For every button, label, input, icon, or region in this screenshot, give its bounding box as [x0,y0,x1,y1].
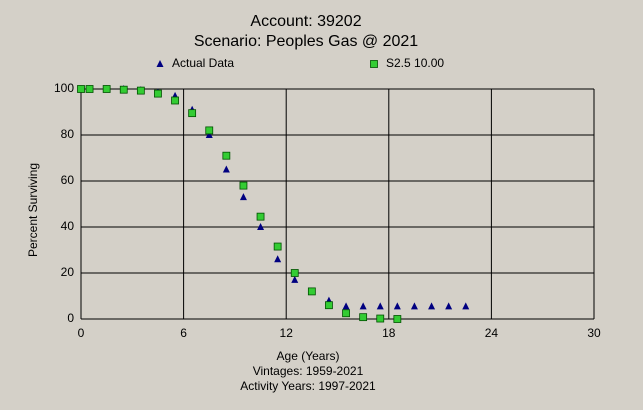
square-marker [325,301,333,310]
y-tick-label: 60 [61,173,75,187]
triangle-marker [239,193,247,201]
y-tick-label: 0 [67,311,74,325]
square-marker [188,109,197,118]
square-marker [154,89,162,98]
triangle-marker [291,275,299,283]
square-marker [256,212,265,221]
square-marker [119,85,128,94]
square-marker [273,242,282,251]
triangle-marker [222,165,230,173]
triangle-marker [428,302,436,310]
footnote: Activity Years: 1997-2021 [240,379,376,393]
legend-marker [370,60,378,68]
triangle-marker [462,302,470,310]
x-tick-label: 0 [78,326,85,340]
legend-label: Actual Data [172,56,234,70]
triangle-marker [257,223,265,230]
y-axis-label: Percent Surviving [26,163,40,257]
y-tick-label: 100 [54,81,74,95]
square-marker [307,287,316,296]
triangle-marker [359,302,367,310]
x-tick-label: 24 [485,326,499,340]
square-marker [205,126,214,135]
square-marker [376,314,385,323]
triangle-marker [445,302,453,310]
x-tick-label: 30 [587,326,601,340]
square-marker [171,96,179,105]
square-marker [290,269,299,277]
legend-marker [156,60,164,67]
y-tick-label: 20 [61,265,75,279]
square-marker [222,151,231,160]
square-marker [85,85,94,93]
x-tick-label: 12 [280,326,294,340]
square-marker [239,181,248,190]
square-marker [136,86,145,95]
chart-title: Account: 39202 [250,13,361,30]
chart-subtitle: Scenario: Peoples Gas @ 2021 [194,33,418,50]
triangle-marker [393,302,401,310]
y-tick-label: 40 [61,219,75,233]
square-marker [77,85,85,93]
triangle-marker [274,255,282,263]
triangle-marker [342,302,350,310]
x-axis-label: Age (Years) [277,349,340,363]
square-marker [359,313,368,322]
square-marker [342,309,350,318]
legend-label: S2.5 10.00 [386,56,444,70]
y-tick-label: 80 [61,127,75,141]
triangle-marker [376,302,384,310]
square-marker [393,315,402,323]
triangle-marker [410,302,418,310]
square-marker [102,85,111,93]
triangle-marker [205,131,213,138]
x-tick-label: 6 [180,326,187,340]
x-tick-label: 18 [382,326,396,340]
footnote: Vintages: 1959-2021 [253,364,364,378]
